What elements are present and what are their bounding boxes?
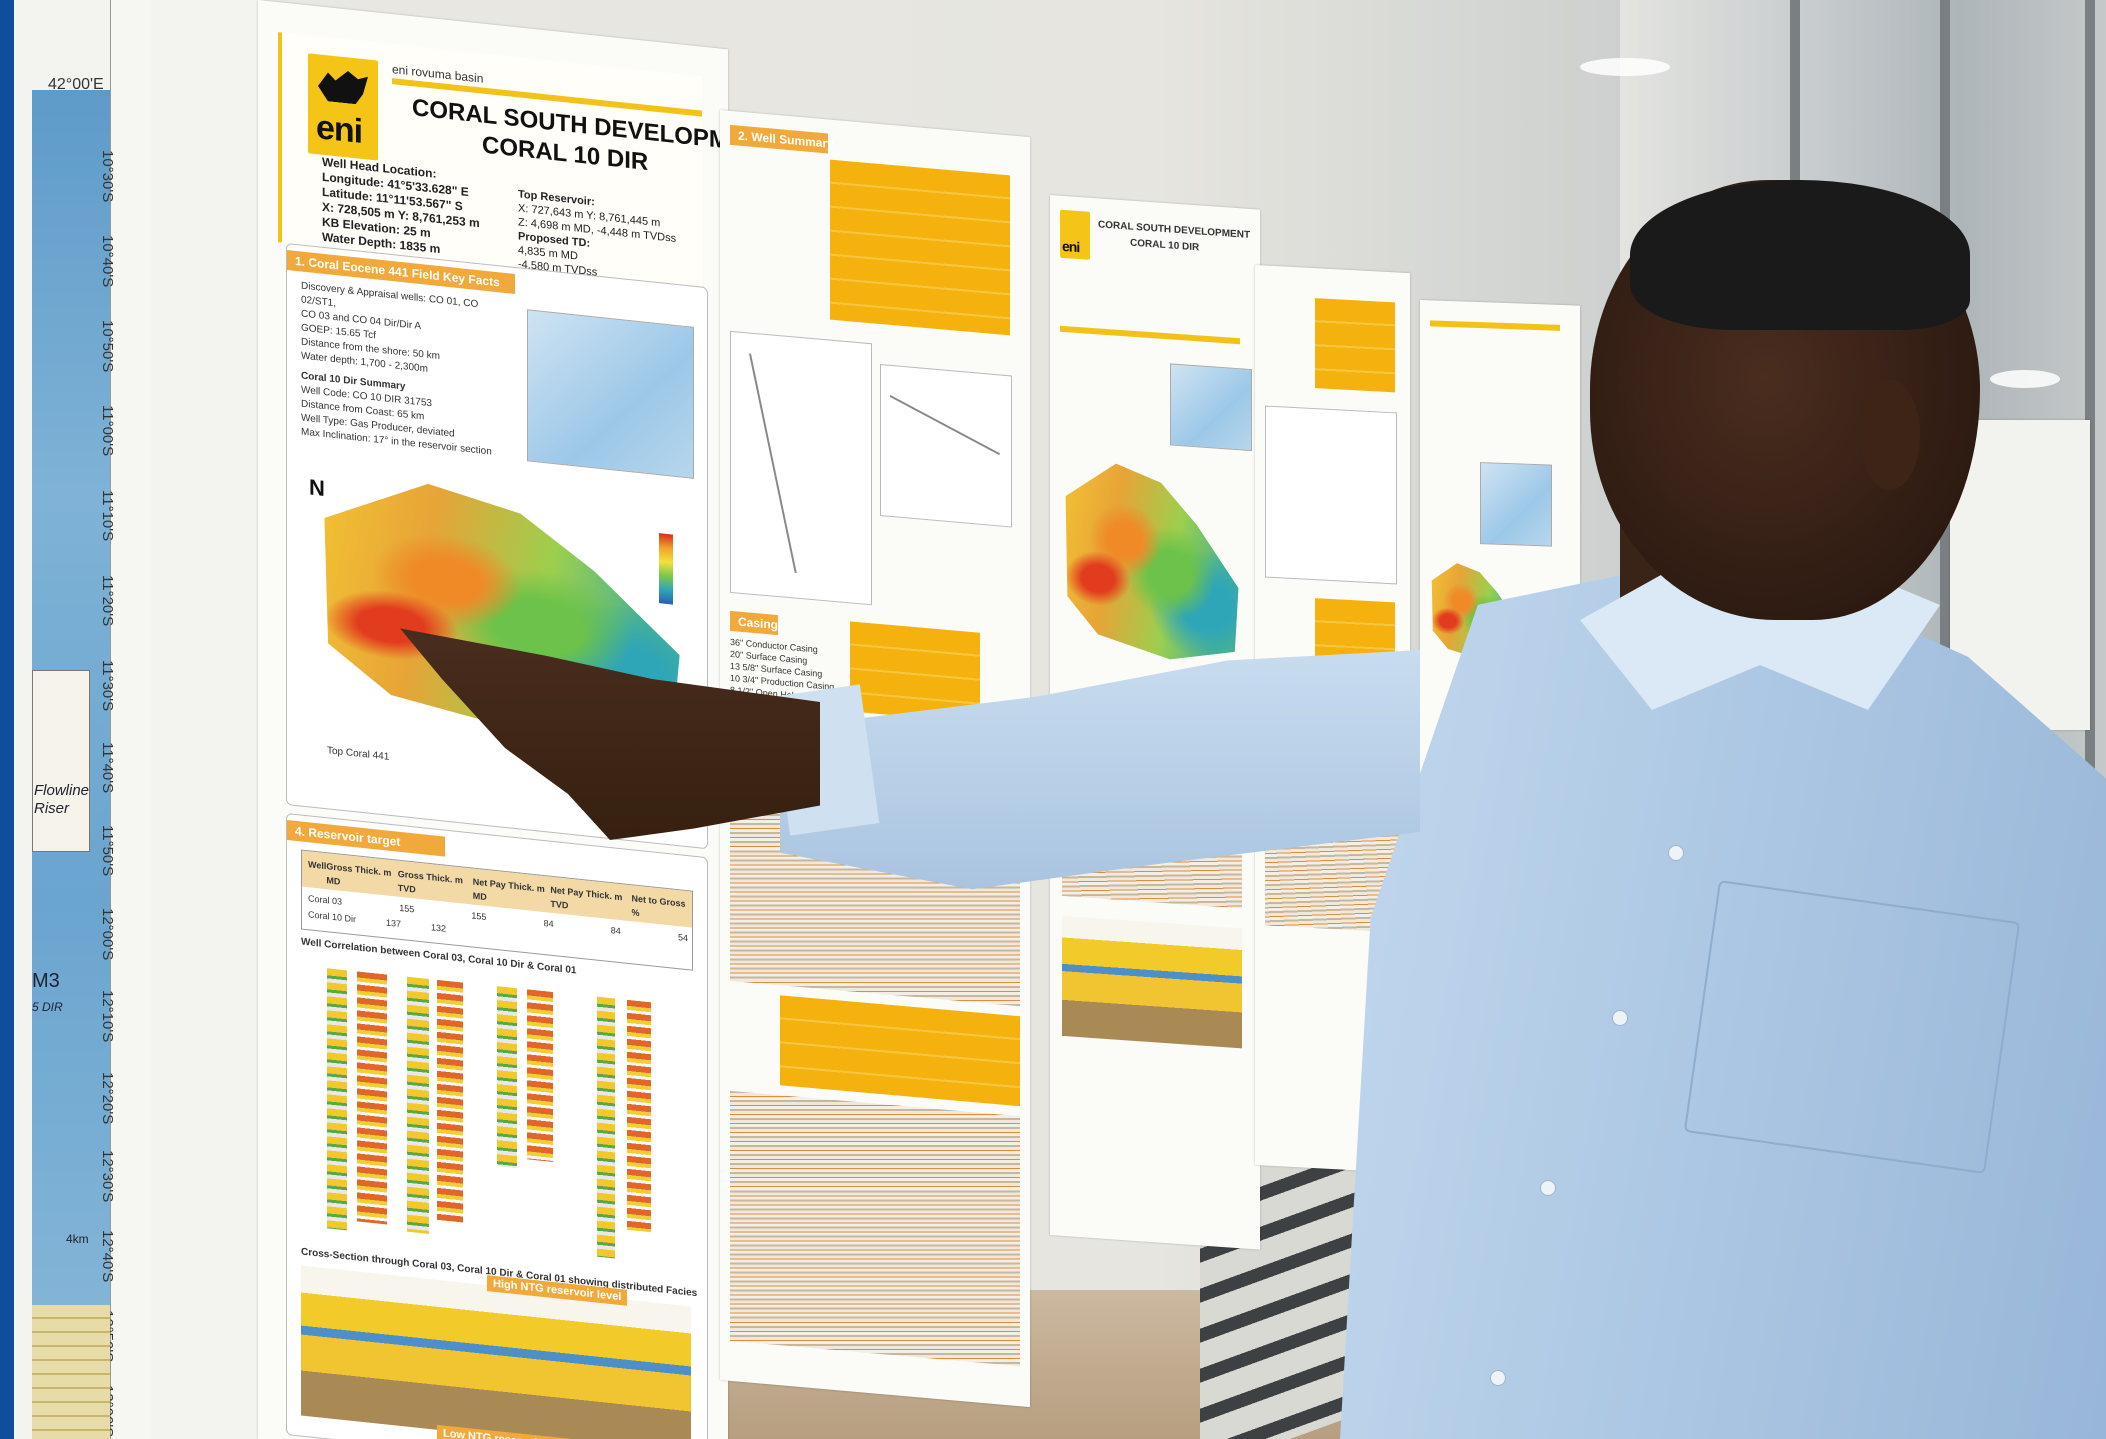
column-header: Net to Gross % <box>631 893 686 919</box>
cross-section <box>1062 915 1242 1049</box>
well-summary-poster: 2. Well Summary Casing 36" Conductor Cas… <box>720 110 1030 1408</box>
riser-label: Riser <box>34 800 70 817</box>
depth-contour-map <box>317 467 687 756</box>
well-log <box>627 999 651 1233</box>
latitude-label: 11°40'S <box>99 742 116 794</box>
casing-list: 36" Conductor Casing 20" Surface Casing … <box>730 636 834 705</box>
seismic-section <box>1265 685 1400 933</box>
logo-text: eni <box>1062 237 1080 256</box>
seismic-section <box>1062 695 1242 909</box>
far-poster <box>1950 420 2090 730</box>
main-poster: eni eni rovuma basin CORAL SOUTH DEVELOP… <box>258 0 777 1439</box>
ceiling-light <box>1990 370 2060 388</box>
section-title: 2. Well Summary <box>730 124 834 154</box>
table-cell: Coral 10 Dir <box>308 909 357 925</box>
table-cell: 137 <box>386 917 402 930</box>
table-cell: 155 <box>471 910 487 923</box>
data-table <box>1315 598 1395 663</box>
dog-icon <box>318 64 368 105</box>
table-cell: 84 <box>543 918 554 930</box>
latitude-label: 10°30'S <box>99 150 116 203</box>
latitude-label: 11°00'S <box>99 405 116 457</box>
well-phase-table <box>830 159 1010 336</box>
map-label: 5 DIR <box>32 1000 63 1014</box>
latitude-label: 12°40'S <box>99 1230 116 1283</box>
coordinate-table <box>32 1305 110 1439</box>
table-cell: Coral 03 <box>308 893 343 907</box>
latitude-label: 10°50'S <box>99 320 116 373</box>
data-table <box>1315 298 1395 393</box>
scale-label: 4km <box>66 1232 89 1246</box>
marker-table <box>780 995 1020 1107</box>
window-mullion <box>1790 0 1800 1439</box>
latitude-label: 11°20'S <box>99 575 116 627</box>
table-cell: 132 <box>431 922 447 934</box>
inclination-chart <box>880 363 1012 528</box>
eni-logo: eni <box>308 53 378 161</box>
well-log <box>357 971 387 1225</box>
well-log <box>597 996 615 1259</box>
latitude-label: 10°40'S <box>99 235 116 288</box>
seismic-section <box>730 750 1020 1007</box>
header-rule <box>1060 325 1240 345</box>
inset-map <box>1480 462 1552 547</box>
latitude-label: 11°50'S <box>99 825 116 877</box>
latitude-label: 11°30'S <box>99 660 116 712</box>
depth-contour-map <box>1062 456 1242 669</box>
depth-contour-map <box>1430 560 1520 663</box>
map-poster: 42°00'E 10°30'S 10°40'S 10°50'S 11°00'S … <box>14 0 264 1439</box>
casing-table <box>850 621 980 723</box>
well-head-block: Well Head Location: Longitude: 41°5'33.6… <box>322 155 480 262</box>
key-facts-list: Discovery & Appraisal wells: CO 01, CO 0… <box>301 280 511 462</box>
chart <box>1265 405 1397 585</box>
north-arrow: N <box>309 474 325 502</box>
color-legend <box>659 533 673 605</box>
location-inset-map <box>527 309 694 479</box>
well-log <box>527 989 553 1163</box>
table-cell: 155 <box>399 902 415 915</box>
flowline-label: Flowline <box>34 782 90 799</box>
well-log <box>437 979 463 1223</box>
eni-logo: eni <box>1060 209 1090 260</box>
seismic-section <box>730 1090 1020 1367</box>
inset-map <box>1170 363 1252 452</box>
latitude-label: 12°30'S <box>99 1150 116 1203</box>
poster-three: eni CORAL SOUTH DEVELOPMENT CORAL 10 DIR <box>1050 195 1260 1250</box>
map-caption: Top Coral 441 <box>327 745 390 763</box>
well-log <box>497 986 517 1169</box>
table-cell: 54 <box>677 932 688 944</box>
well-log <box>327 968 347 1231</box>
latitude-label: 12°10'S <box>99 990 116 1043</box>
reservoir-panel: 4. Reservoir target Well Gross Thick. m … <box>286 812 708 1439</box>
longitude-label: 42°00'E <box>48 76 104 93</box>
frame-edge <box>0 0 14 1439</box>
map-label: M3 <box>32 970 60 992</box>
table-cell: 84 <box>610 925 621 937</box>
latitude-scale <box>110 0 151 1439</box>
column-header: Well <box>308 859 327 872</box>
window-mullion <box>1940 0 1950 1439</box>
casing-title: Casing <box>730 610 778 636</box>
poster-five <box>1420 300 1580 1106</box>
logo-text: eni <box>316 108 363 151</box>
shirt-button <box>1540 1180 1556 1196</box>
latitude-label: 11°10'S <box>99 490 116 542</box>
key-facts-panel: 1. Coral Eocene 441 Field Key Facts Disc… <box>286 242 708 850</box>
header-rule <box>1430 320 1560 331</box>
ceiling-light <box>1580 58 1670 76</box>
poster-subtitle: CORAL 10 DIR <box>1130 237 1200 254</box>
latitude-label: 12°00'S <box>99 908 116 961</box>
well-log <box>407 976 429 1234</box>
map-inset-box <box>32 670 90 852</box>
depth-chart <box>730 330 872 606</box>
poster-four <box>1255 265 1410 1174</box>
latitude-label: 12°20'S <box>99 1072 116 1125</box>
